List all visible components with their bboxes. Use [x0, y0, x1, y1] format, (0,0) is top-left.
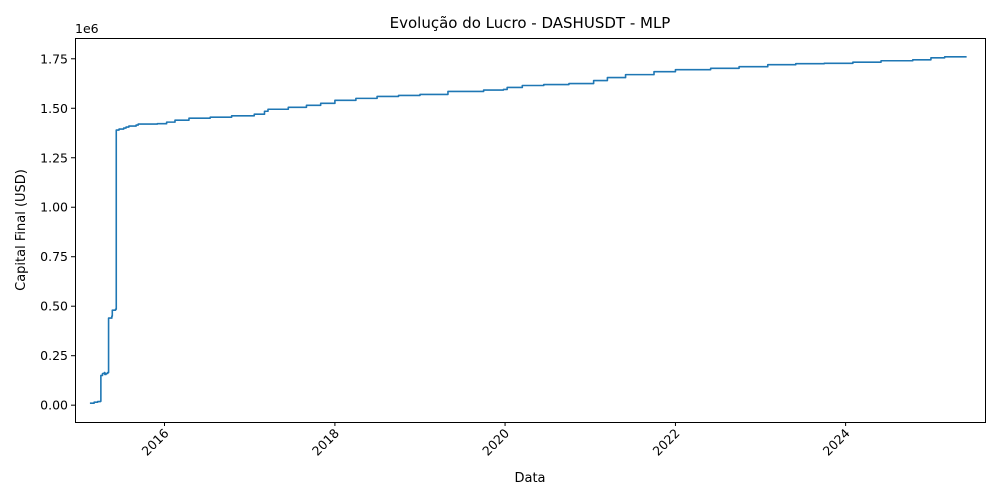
y-tick-label: 0.75 [40, 249, 68, 264]
y-tick-label: 1.25 [40, 150, 68, 165]
x-tick-label: 2018 [309, 425, 342, 458]
x-tick-label: 2020 [479, 425, 512, 458]
series-line-0 [89, 56, 967, 404]
y-tick-label: 0.25 [40, 348, 68, 363]
y-tick-label: 0.50 [40, 299, 68, 314]
x-axis-title: Data [514, 471, 545, 486]
x-tick-label: 2024 [820, 425, 853, 458]
plot-frame [75, 38, 986, 423]
x-tick-label: 2016 [139, 425, 172, 458]
x-tick-label: 2022 [649, 426, 682, 459]
plot-area: 0.00 0.25 0.50 0.75 1.00 1.25 1.50 1.75 2016 2018… [40, 51, 967, 459]
y-tick-label: 1.00 [40, 200, 68, 215]
y-tick-label: 0.00 [40, 398, 68, 413]
y-tick-label: 1.75 [40, 51, 68, 66]
chart-title: Evolução do Lucro - DASHUSDT - MLP [390, 14, 671, 32]
y-offset-label: 1e6 [75, 21, 99, 36]
y-axis-title: Capital Final (USD) [14, 169, 29, 291]
y-tick-label: 1.50 [40, 101, 68, 116]
